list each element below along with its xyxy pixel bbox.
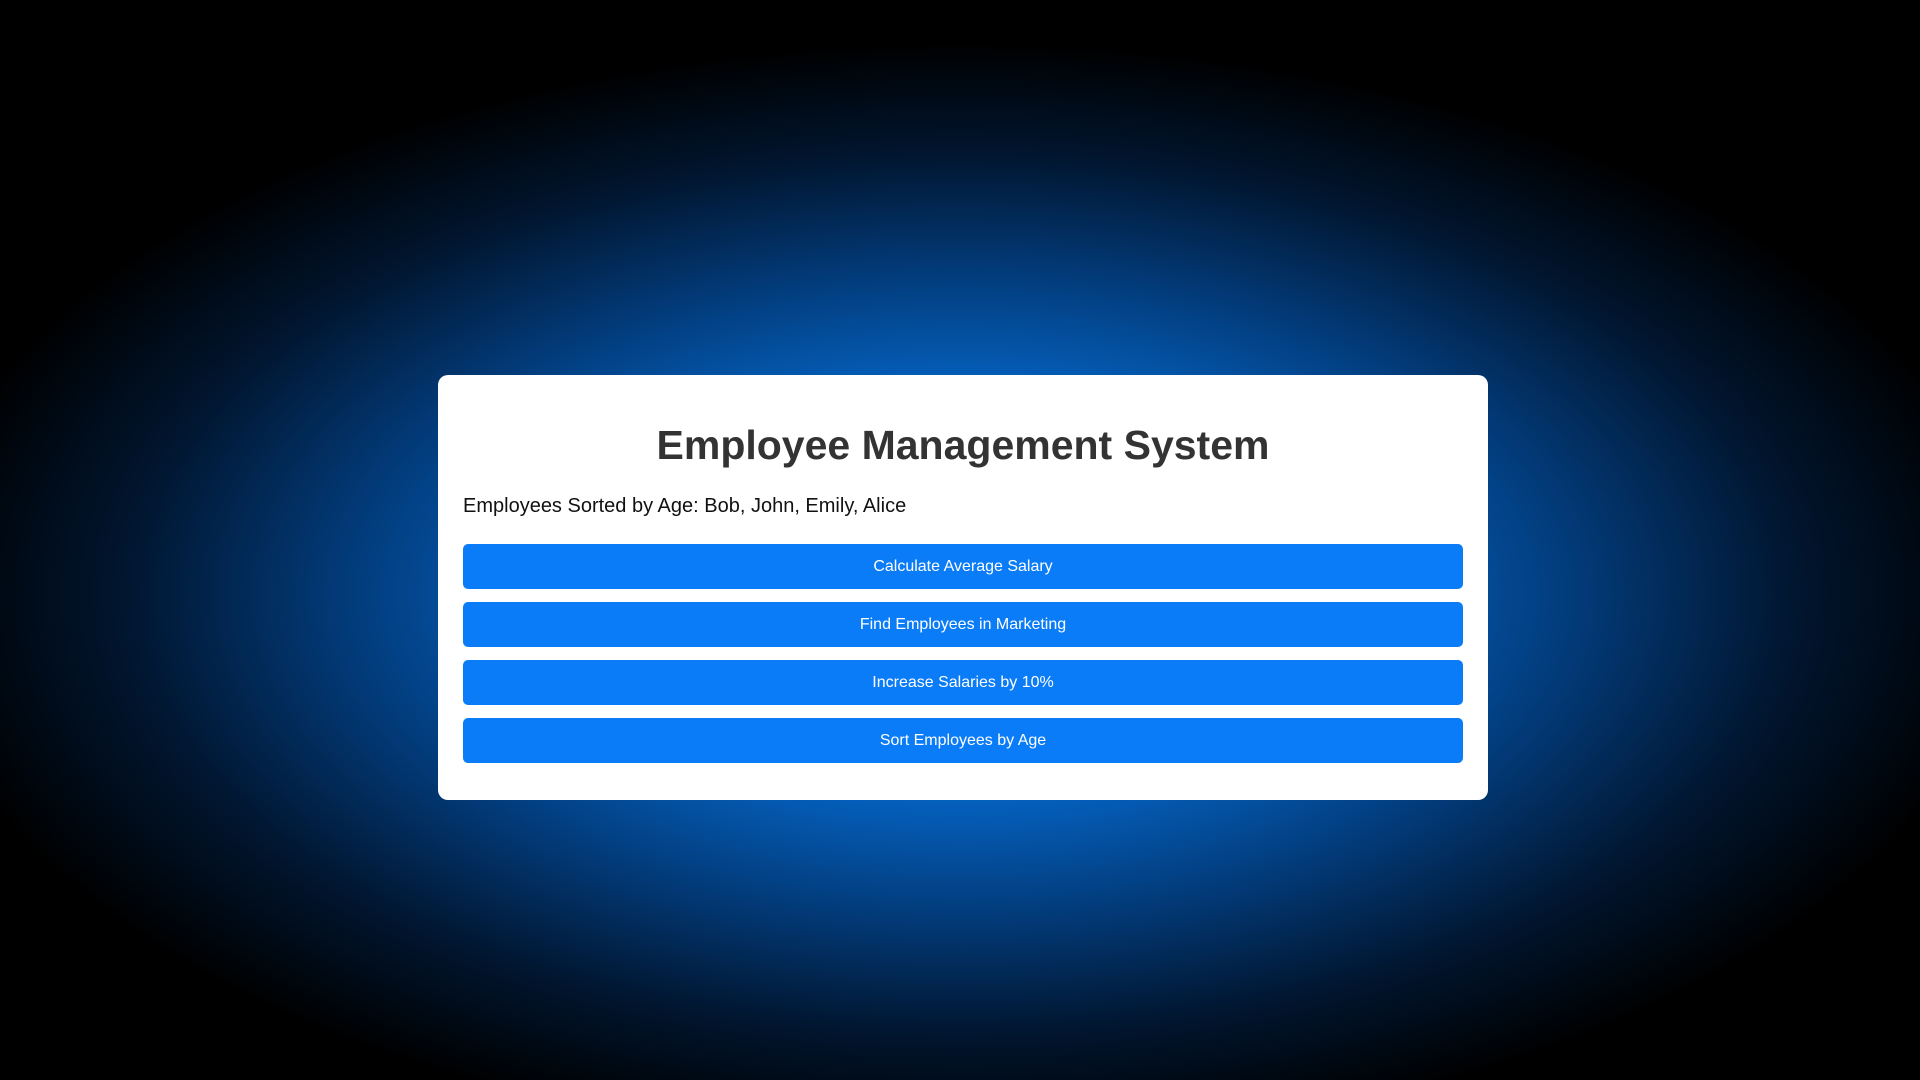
result-text: Employees Sorted by Age: Bob, John, Emil…	[463, 495, 907, 517]
page-title: Employee Management System	[656, 422, 1270, 468]
action-buttons: Calculate Average Salary Find Employees …	[463, 544, 1463, 763]
increase-salaries-button[interactable]: Increase Salaries by 10%	[463, 660, 1463, 705]
find-marketing-employees-button[interactable]: Find Employees in Marketing	[463, 602, 1463, 647]
calculate-average-salary-button[interactable]: Calculate Average Salary	[463, 544, 1463, 589]
sort-by-age-button[interactable]: Sort Employees by Age	[463, 718, 1463, 763]
main-card: Employee Management System Employees Sor…	[438, 375, 1488, 800]
